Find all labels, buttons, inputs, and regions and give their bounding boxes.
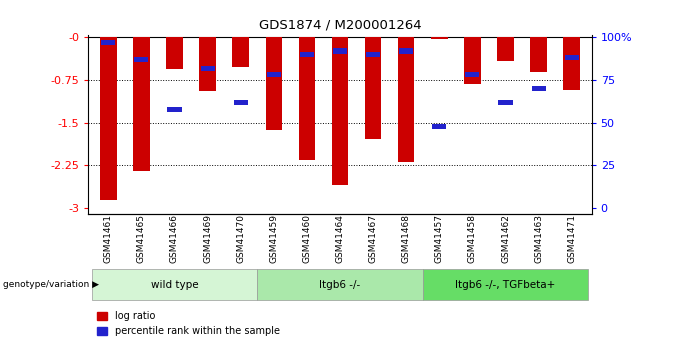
Bar [332, 37, 348, 185]
Bar [135, 57, 148, 62]
Text: GSM41471: GSM41471 [567, 214, 576, 263]
Text: GSM41465: GSM41465 [137, 214, 146, 263]
Text: GSM41464: GSM41464 [335, 214, 345, 263]
Text: GSM41466: GSM41466 [170, 214, 179, 263]
Text: GSM41469: GSM41469 [203, 214, 212, 263]
Bar [234, 100, 248, 105]
Bar [497, 37, 514, 61]
Bar [267, 72, 281, 78]
Bar [423, 269, 588, 300]
Text: GSM41468: GSM41468 [402, 214, 411, 263]
Bar [432, 124, 446, 129]
Bar [167, 107, 182, 112]
Bar [532, 86, 545, 91]
Bar [199, 37, 216, 91]
Text: Itgb6 -/-, TGFbeta+: Itgb6 -/-, TGFbeta+ [456, 280, 556, 289]
Bar [365, 37, 381, 139]
Bar [333, 48, 347, 53]
Title: GDS1874 / M200001264: GDS1874 / M200001264 [258, 19, 422, 32]
Bar [564, 55, 579, 60]
Text: GSM41467: GSM41467 [369, 214, 377, 263]
Bar [498, 100, 513, 105]
Bar [166, 37, 183, 69]
Text: GSM41461: GSM41461 [104, 214, 113, 263]
Text: wild type: wild type [151, 280, 199, 289]
Bar [564, 37, 580, 90]
Bar [465, 72, 479, 78]
Bar [201, 66, 215, 71]
Bar [464, 37, 481, 84]
Bar [398, 37, 415, 161]
Bar [265, 37, 282, 130]
Bar [100, 37, 116, 200]
Bar [101, 40, 116, 45]
Text: GSM41458: GSM41458 [468, 214, 477, 263]
Text: GSM41463: GSM41463 [534, 214, 543, 263]
Bar [431, 37, 447, 39]
Text: GSM41462: GSM41462 [501, 214, 510, 263]
Text: GSM41457: GSM41457 [435, 214, 444, 263]
Bar [92, 269, 257, 300]
Text: GSM41459: GSM41459 [269, 214, 278, 263]
Bar [257, 269, 423, 300]
Bar [300, 52, 314, 57]
Text: genotype/variation ▶: genotype/variation ▶ [3, 280, 99, 289]
Text: GSM41460: GSM41460 [303, 214, 311, 263]
Bar [299, 37, 315, 160]
Legend: log ratio, percentile rank within the sample: log ratio, percentile rank within the sa… [93, 307, 284, 340]
Text: GSM41470: GSM41470 [236, 214, 245, 263]
Bar [366, 52, 380, 57]
Bar [233, 37, 249, 67]
Bar [133, 37, 150, 171]
Bar [530, 37, 547, 71]
Bar [399, 48, 413, 53]
Text: Itgb6 -/-: Itgb6 -/- [320, 280, 360, 289]
